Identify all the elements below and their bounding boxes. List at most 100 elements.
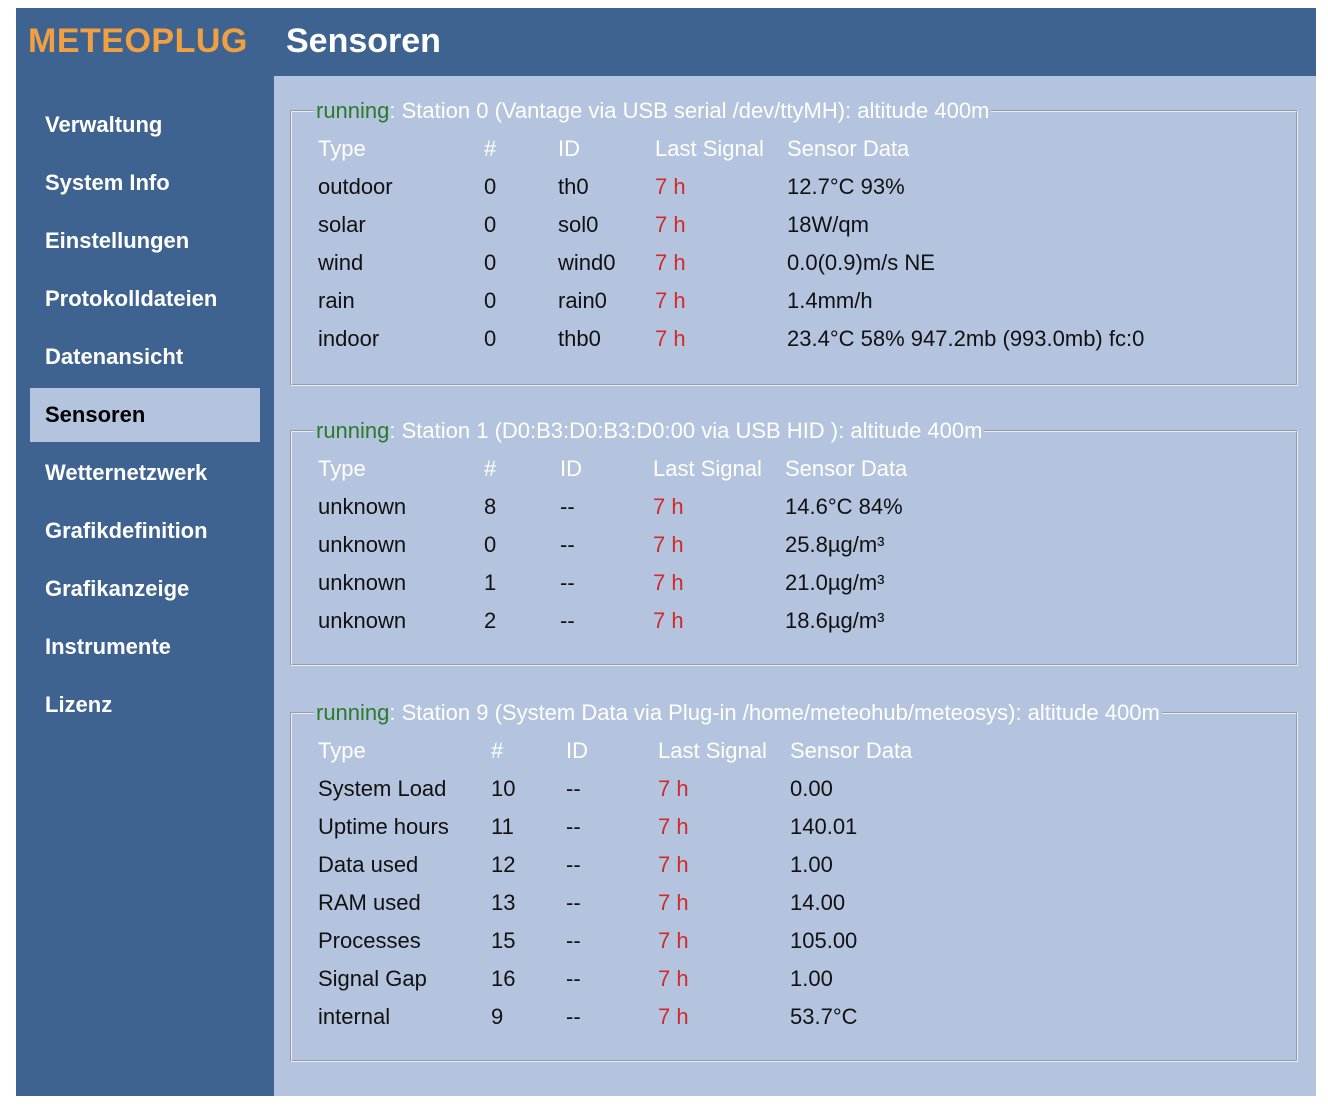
cell-id: sol0 bbox=[558, 212, 599, 237]
station-panel: running: Station 0 (Vantage via USB seri… bbox=[290, 98, 1298, 386]
cell-last-signal: 7 h bbox=[658, 814, 689, 839]
column-header-sensor-data: Sensor Data bbox=[790, 738, 913, 763]
cell-sensor-data: 0.00 bbox=[790, 776, 833, 801]
sensor-table: Type # ID Last Signal Sensor Data outdoo… bbox=[318, 130, 1207, 358]
cell-type: Data used bbox=[318, 852, 419, 877]
table-header-row: Type # ID Last Signal Sensor Data bbox=[318, 450, 1205, 488]
cell-type: indoor bbox=[318, 326, 380, 351]
status-label: running bbox=[316, 98, 390, 123]
sidebar-item-wetternetzwerk[interactable]: Wetternetzwerk bbox=[45, 460, 208, 485]
sidebar-item-sensoren[interactable]: Sensoren bbox=[30, 388, 260, 442]
table-row: Signal Gap 16 -- 7 h 1.00 bbox=[318, 960, 1210, 998]
page-title: Sensoren bbox=[286, 22, 441, 60]
sidebar-item-verwaltung[interactable]: Verwaltung bbox=[45, 112, 163, 137]
cell-last-signal: 7 h bbox=[658, 966, 689, 991]
sidebar-item-grafikanzeige[interactable]: Grafikanzeige bbox=[45, 576, 190, 601]
cell-id: -- bbox=[566, 1004, 581, 1029]
cell-id: -- bbox=[566, 814, 581, 839]
sidebar-item-instrumente[interactable]: Instrumente bbox=[45, 634, 171, 659]
sidebar-item-protokolldateien[interactable]: Protokolldateien bbox=[45, 286, 218, 311]
table-row: rain 0 rain0 7 h 1.4mm/h bbox=[318, 282, 1207, 320]
sidebar-item-einstellungen[interactable]: Einstellungen bbox=[45, 228, 190, 253]
column-header-id: ID bbox=[566, 738, 588, 763]
cell-id: -- bbox=[566, 776, 581, 801]
station-panel: running: Station 9 (System Data via Plug… bbox=[290, 700, 1298, 1062]
column-header-number: # bbox=[484, 136, 497, 161]
cell-type: RAM used bbox=[318, 890, 421, 915]
station-legend: running: Station 0 (Vantage via USB seri… bbox=[314, 98, 991, 124]
cell-id: -- bbox=[560, 532, 575, 557]
cell-last-signal: 7 h bbox=[658, 1004, 689, 1029]
cell-type: wind bbox=[318, 250, 364, 275]
cell-type: System Load bbox=[318, 776, 447, 801]
cell-id: rain0 bbox=[558, 288, 607, 313]
cell-id: -- bbox=[566, 966, 581, 991]
table-row: unknown 2 -- 7 h 18.6µg/m³ bbox=[318, 602, 1205, 640]
cell-sensor-data: 1.4mm/h bbox=[787, 288, 873, 313]
cell-sensor-data: 23.4°C 58% 947.2mb (993.0mb) fc:0 bbox=[787, 326, 1145, 351]
cell-number: 0 bbox=[484, 250, 497, 275]
cell-sensor-data: 0.0(0.9)m/s NE bbox=[787, 250, 935, 275]
column-header-number: # bbox=[491, 738, 504, 763]
main-content: running: Station 0 (Vantage via USB seri… bbox=[274, 76, 1316, 1096]
table-row: solar 0 sol0 7 h 18W/qm bbox=[318, 206, 1207, 244]
cell-sensor-data: 105.00 bbox=[790, 928, 858, 953]
table-row: unknown 1 -- 7 h 21.0µg/m³ bbox=[318, 564, 1205, 602]
cell-type: unknown bbox=[318, 570, 407, 595]
cell-id: thb0 bbox=[558, 326, 601, 351]
cell-sensor-data: 18.6µg/m³ bbox=[785, 608, 885, 633]
cell-last-signal: 7 h bbox=[653, 570, 684, 595]
column-header-number: # bbox=[484, 456, 497, 481]
cell-last-signal: 7 h bbox=[655, 174, 686, 199]
station-legend: running: Station 1 (D0:B3:D0:B3:D0:00 vi… bbox=[314, 418, 984, 444]
brand-logo[interactable]: METEOPLUG bbox=[28, 22, 248, 60]
cell-last-signal: 7 h bbox=[655, 288, 686, 313]
cell-sensor-data: 25.8µg/m³ bbox=[785, 532, 885, 557]
station-legend: running: Station 9 (System Data via Plug… bbox=[314, 700, 1162, 726]
cell-last-signal: 7 h bbox=[658, 776, 689, 801]
cell-number: 9 bbox=[491, 1004, 504, 1029]
cell-last-signal: 7 h bbox=[655, 250, 686, 275]
column-header-type: Type bbox=[318, 136, 366, 161]
cell-number: 8 bbox=[484, 494, 497, 519]
cell-sensor-data: 12.7°C 93% bbox=[787, 174, 905, 199]
column-header-type: Type bbox=[318, 738, 366, 763]
cell-number: 0 bbox=[484, 532, 497, 557]
cell-last-signal: 7 h bbox=[658, 852, 689, 877]
header: METEOPLUG Sensoren bbox=[16, 8, 1316, 76]
sidebar-item-lizenz[interactable]: Lizenz bbox=[45, 692, 113, 717]
sidebar-item-system-info[interactable]: System Info bbox=[45, 170, 170, 195]
table-row: Data used 12 -- 7 h 1.00 bbox=[318, 846, 1210, 884]
table-row: wind 0 wind0 7 h 0.0(0.9)m/s NE bbox=[318, 244, 1207, 282]
cell-sensor-data: 21.0µg/m³ bbox=[785, 570, 885, 595]
column-header-id: ID bbox=[558, 136, 580, 161]
column-header-sensor-data: Sensor Data bbox=[787, 136, 910, 161]
table-row: Processes 15 -- 7 h 105.00 bbox=[318, 922, 1210, 960]
cell-id: -- bbox=[566, 852, 581, 877]
cell-sensor-data: 14.00 bbox=[790, 890, 846, 915]
table-row: indoor 0 thb0 7 h 23.4°C 58% 947.2mb (993.0m… bbox=[318, 320, 1207, 358]
cell-last-signal: 7 h bbox=[653, 494, 684, 519]
cell-last-signal: 7 h bbox=[658, 928, 689, 953]
sidebar-item-grafikdefinition[interactable]: Grafikdefinition bbox=[45, 518, 208, 543]
cell-id: -- bbox=[566, 928, 581, 953]
station-title: : Station 1 (D0:B3:D0:B3:D0:00 via USB H… bbox=[389, 418, 983, 443]
cell-type: solar bbox=[318, 212, 366, 237]
cell-last-signal: 7 h bbox=[653, 608, 684, 633]
cell-number: 1 bbox=[484, 570, 497, 595]
column-header-id: ID bbox=[560, 456, 582, 481]
cell-sensor-data: 1.00 bbox=[790, 852, 833, 877]
sensor-table: Type # ID Last Signal Sensor Data System… bbox=[318, 732, 1210, 1036]
table-row: unknown 8 -- 7 h 14.6°C 84% bbox=[318, 488, 1205, 526]
cell-number: 16 bbox=[491, 966, 516, 991]
cell-number: 13 bbox=[491, 890, 516, 915]
column-header-last-signal: Last Signal bbox=[653, 456, 762, 481]
table-row: RAM used 13 -- 7 h 14.00 bbox=[318, 884, 1210, 922]
station-title: : Station 9 (System Data via Plug-in /ho… bbox=[389, 700, 1160, 725]
cell-type: unknown bbox=[318, 494, 407, 519]
cell-id: wind0 bbox=[558, 250, 616, 275]
station-title: : Station 0 (Vantage via USB serial /dev… bbox=[389, 98, 990, 123]
sidebar-item-datenansicht[interactable]: Datenansicht bbox=[45, 344, 184, 369]
cell-id: -- bbox=[566, 890, 581, 915]
cell-last-signal: 7 h bbox=[655, 326, 686, 351]
